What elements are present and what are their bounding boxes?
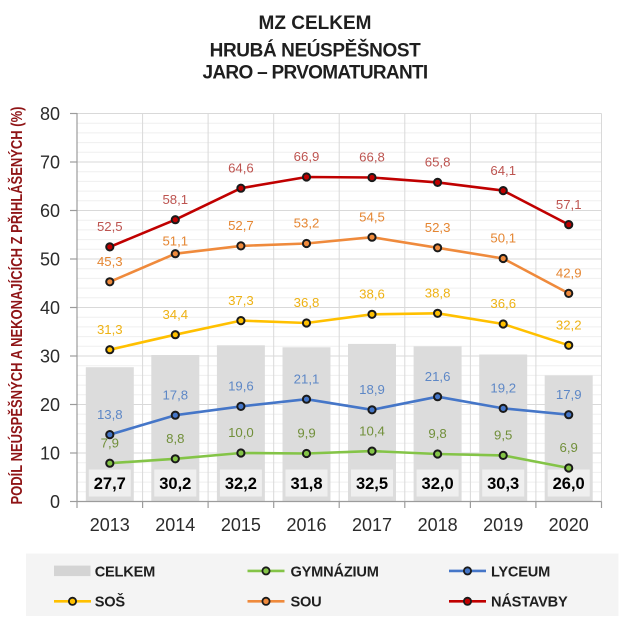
svg-text:2018: 2018 bbox=[418, 515, 458, 535]
svg-text:53,2: 53,2 bbox=[294, 216, 320, 231]
svg-text:19,6: 19,6 bbox=[228, 379, 254, 394]
svg-text:7,9: 7,9 bbox=[101, 435, 119, 450]
svg-text:2020: 2020 bbox=[549, 515, 589, 535]
svg-text:50,1: 50,1 bbox=[490, 231, 516, 246]
svg-text:30,3: 30,3 bbox=[487, 475, 519, 493]
svg-text:54,5: 54,5 bbox=[359, 209, 385, 224]
svg-text:64,6: 64,6 bbox=[228, 160, 254, 175]
svg-text:51,1: 51,1 bbox=[162, 233, 188, 248]
svg-text:17,9: 17,9 bbox=[556, 387, 582, 402]
svg-text:65,8: 65,8 bbox=[425, 155, 451, 170]
svg-text:32,5: 32,5 bbox=[356, 475, 388, 493]
svg-text:9,8: 9,8 bbox=[428, 426, 446, 441]
svg-text:52,7: 52,7 bbox=[228, 218, 254, 233]
svg-text:40: 40 bbox=[40, 298, 60, 318]
svg-text:32,2: 32,2 bbox=[556, 318, 582, 333]
svg-text:80: 80 bbox=[40, 104, 60, 124]
svg-text:32,2: 32,2 bbox=[225, 475, 257, 493]
svg-text:10,4: 10,4 bbox=[359, 423, 385, 438]
svg-text:9,5: 9,5 bbox=[494, 428, 512, 443]
svg-text:70: 70 bbox=[40, 153, 60, 173]
svg-text:CELKEM: CELKEM bbox=[95, 564, 155, 580]
svg-text:2016: 2016 bbox=[286, 515, 326, 535]
svg-text:21,1: 21,1 bbox=[294, 371, 320, 386]
svg-text:NÁSTAVBY: NÁSTAVBY bbox=[491, 594, 568, 611]
svg-text:58,1: 58,1 bbox=[162, 192, 188, 207]
svg-text:JARO – PRVOMATURANTI: JARO – PRVOMATURANTI bbox=[203, 63, 428, 84]
svg-text:LYCEUM: LYCEUM bbox=[491, 564, 550, 580]
svg-text:32,0: 32,0 bbox=[422, 475, 454, 493]
svg-text:27,7: 27,7 bbox=[94, 475, 126, 493]
svg-text:30,2: 30,2 bbox=[159, 475, 191, 493]
svg-text:45,3: 45,3 bbox=[97, 254, 123, 269]
svg-text:PODÍL NEÚSPĚŠNÝCH A NEKONAJÍCÍ: PODÍL NEÚSPĚŠNÝCH A NEKONAJÍCÍCH Z PŘIHL… bbox=[8, 107, 26, 505]
svg-text:2014: 2014 bbox=[155, 515, 195, 535]
svg-text:19,2: 19,2 bbox=[490, 381, 516, 396]
svg-text:21,6: 21,6 bbox=[425, 369, 451, 384]
svg-text:52,3: 52,3 bbox=[425, 220, 451, 235]
svg-text:38,6: 38,6 bbox=[359, 287, 385, 302]
svg-text:2017: 2017 bbox=[352, 515, 392, 535]
svg-text:10: 10 bbox=[40, 444, 60, 464]
svg-text:GYMNÁZIUM: GYMNÁZIUM bbox=[291, 563, 379, 580]
svg-text:36,6: 36,6 bbox=[490, 296, 516, 311]
svg-text:52,5: 52,5 bbox=[97, 219, 123, 234]
svg-text:42,9: 42,9 bbox=[556, 266, 582, 281]
svg-text:13,8: 13,8 bbox=[97, 407, 123, 422]
svg-text:2013: 2013 bbox=[90, 515, 130, 535]
svg-text:2015: 2015 bbox=[221, 515, 261, 535]
svg-text:60: 60 bbox=[40, 201, 60, 221]
svg-text:HRUBÁ NEÚSPĚŠNOST: HRUBÁ NEÚSPĚŠNOST bbox=[210, 39, 421, 61]
svg-text:SOŠ: SOŠ bbox=[95, 593, 126, 611]
svg-text:20: 20 bbox=[40, 395, 60, 415]
svg-text:31,3: 31,3 bbox=[97, 322, 123, 337]
svg-text:0: 0 bbox=[50, 492, 60, 512]
svg-text:10,0: 10,0 bbox=[228, 425, 254, 440]
svg-text:9,9: 9,9 bbox=[297, 426, 315, 441]
svg-text:SOU: SOU bbox=[291, 595, 322, 611]
svg-text:6,9: 6,9 bbox=[560, 440, 578, 455]
svg-text:66,9: 66,9 bbox=[294, 149, 320, 164]
svg-text:34,4: 34,4 bbox=[162, 307, 188, 322]
svg-text:37,3: 37,3 bbox=[228, 293, 254, 308]
svg-text:31,8: 31,8 bbox=[290, 475, 322, 493]
svg-text:38,8: 38,8 bbox=[425, 286, 451, 301]
svg-text:8,8: 8,8 bbox=[166, 431, 184, 446]
svg-text:26,0: 26,0 bbox=[553, 475, 585, 493]
svg-text:18,9: 18,9 bbox=[359, 382, 385, 397]
svg-text:MZ CELKEM: MZ CELKEM bbox=[259, 13, 372, 34]
svg-text:57,1: 57,1 bbox=[556, 197, 582, 212]
svg-text:17,8: 17,8 bbox=[162, 387, 188, 402]
svg-text:64,1: 64,1 bbox=[490, 163, 516, 178]
svg-text:2019: 2019 bbox=[483, 515, 523, 535]
svg-text:36,8: 36,8 bbox=[294, 295, 320, 310]
svg-text:66,8: 66,8 bbox=[359, 150, 385, 165]
svg-text:50: 50 bbox=[40, 250, 60, 270]
svg-text:30: 30 bbox=[40, 347, 60, 367]
